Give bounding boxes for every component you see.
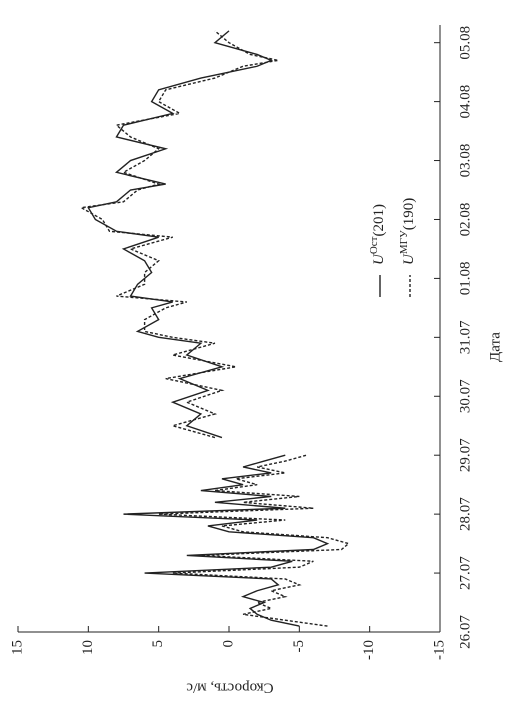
series-line <box>87 30 330 627</box>
x-tick-label: 26.07 <box>457 615 473 649</box>
x-tick-label: 01.08 <box>457 262 473 296</box>
legend-label: UМГУ(190) <box>398 198 418 265</box>
x-tick-label: 30.07 <box>457 379 473 413</box>
x-tick-label: 28.07 <box>457 497 473 531</box>
x-axis-label: Дата <box>487 332 503 362</box>
y-axis-label: Скорость, м/с <box>186 680 274 696</box>
x-tick-label: 27.07 <box>457 556 473 590</box>
rotated-plot: Дата Скорость, м/с -15 -10 -5 0 5 10 15 26.07 27… <box>9 25 503 696</box>
y-tick-label: -5 <box>291 640 307 653</box>
x-tick-label: 31.07 <box>457 320 473 354</box>
x-tick-label: 03.08 <box>457 144 473 178</box>
series-line <box>79 30 351 627</box>
y-tick-label: -15 <box>431 640 447 660</box>
legend-label: UОст(201) <box>368 204 388 265</box>
x-tick-label: 29.07 <box>457 438 473 472</box>
x-tick-label: 04.08 <box>457 85 473 119</box>
y-tick-label: 5 <box>150 640 166 648</box>
y-tick-label: 15 <box>9 640 25 655</box>
x-tick-label: 02.08 <box>457 203 473 237</box>
x-tick-label: 05.08 <box>457 26 473 60</box>
y-tick-label: 10 <box>80 640 96 655</box>
y-tick-label: 0 <box>220 640 236 648</box>
y-tick-label: -10 <box>361 640 377 660</box>
